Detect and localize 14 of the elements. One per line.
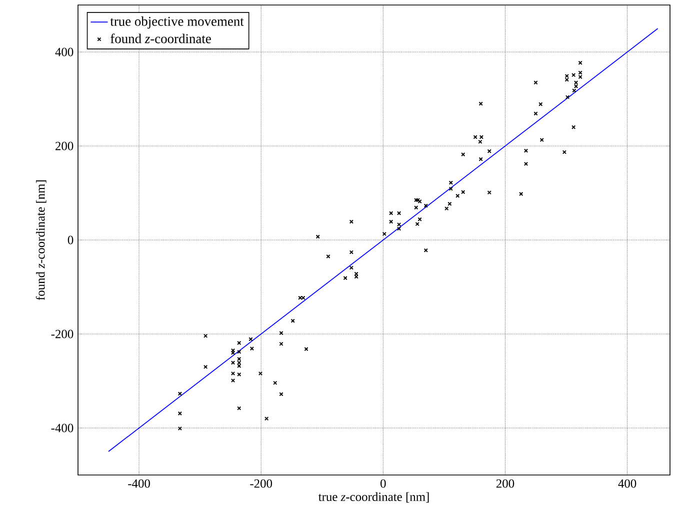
x-tick-label: -200 bbox=[250, 479, 272, 488]
y-tick-label: 0 bbox=[68, 236, 74, 244]
y-tick-label: 200 bbox=[56, 142, 74, 150]
x-tick-label: 0 bbox=[380, 479, 386, 488]
x-axis-title: true z-coordinate [nm] bbox=[318, 492, 429, 503]
y-tick-label: 400 bbox=[55, 48, 74, 56]
legend-label: true objective movement bbox=[110, 16, 244, 29]
y-tick-label: -200 bbox=[51, 330, 74, 338]
x-tick-label: 400 bbox=[618, 479, 636, 488]
legend-label: found z-coordinate bbox=[110, 34, 211, 44]
y-tick-label: -400 bbox=[51, 424, 74, 432]
y-axis-title: found z-coordinate [nm] bbox=[36, 180, 46, 300]
x-tick-label: -400 bbox=[128, 479, 150, 488]
x-tick-label: 200 bbox=[496, 479, 514, 488]
